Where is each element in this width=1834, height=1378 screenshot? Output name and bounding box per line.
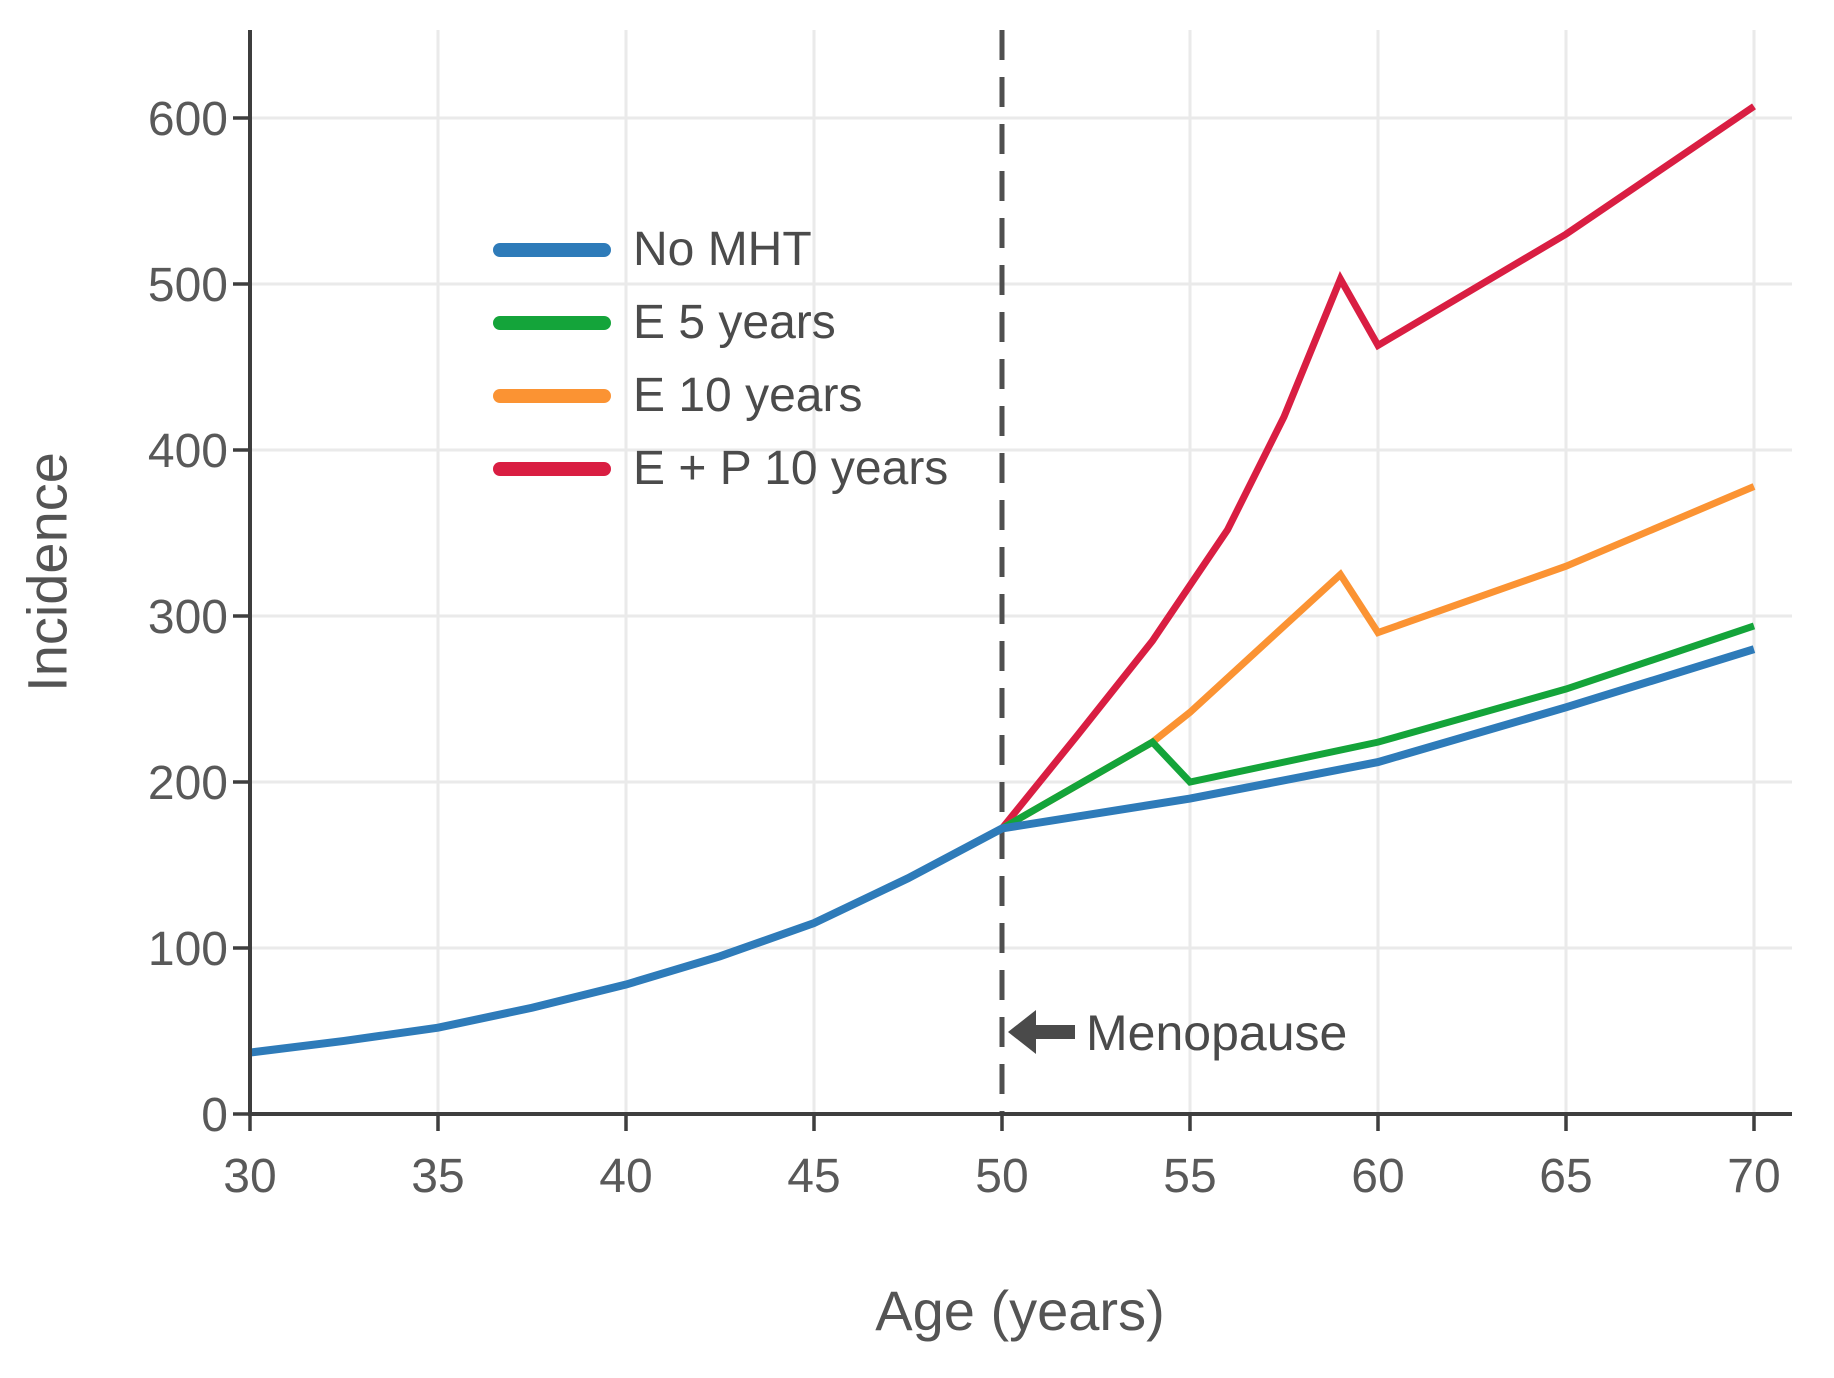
x-tick-label: 30 bbox=[223, 1150, 276, 1203]
y-axis-title: Incidence bbox=[15, 452, 79, 692]
x-tick-label: 70 bbox=[1727, 1150, 1780, 1203]
y-tick-label: 100 bbox=[148, 923, 228, 976]
legend-swatch-e-10-years bbox=[493, 388, 611, 403]
legend-label-e-p-10-years: E + P 10 years bbox=[633, 442, 949, 495]
y-tick-label: 200 bbox=[148, 757, 228, 810]
legend-item-no-mht: No MHT bbox=[493, 213, 948, 286]
x-tick-label: 60 bbox=[1351, 1150, 1404, 1203]
legend-label-e-5-years: E 5 years bbox=[633, 296, 836, 349]
y-tick-label: 400 bbox=[148, 425, 228, 478]
legend-label-e-10-years: E 10 years bbox=[633, 369, 863, 422]
x-tick-label: 65 bbox=[1539, 1150, 1592, 1203]
legend-swatch-e-5-years bbox=[493, 315, 611, 330]
legend-swatch-e-p-10-years bbox=[493, 461, 611, 476]
series-line-no-mht bbox=[249, 645, 1756, 1057]
y-tick-label: 600 bbox=[148, 93, 228, 146]
x-axis-title: Age (years) bbox=[875, 1279, 1165, 1342]
x-tick-label: 45 bbox=[787, 1150, 840, 1203]
series-line-e-p-10-years bbox=[999, 103, 1756, 831]
x-tick-label: 40 bbox=[599, 1150, 652, 1203]
series-line-e-5-years bbox=[1000, 622, 1756, 832]
y-tick-label: 0 bbox=[201, 1089, 228, 1142]
menopause-annotation-label: Menopause bbox=[1086, 1005, 1348, 1061]
legend-swatch-no-mht bbox=[493, 242, 611, 257]
x-tick-label: 50 bbox=[975, 1150, 1028, 1203]
menopause-arrow-shaft bbox=[1035, 1025, 1075, 1039]
legend-item-e-10-years: E 10 years bbox=[493, 359, 948, 432]
legend-item-e-5-years: E 5 years bbox=[493, 286, 948, 359]
y-tick-label: 500 bbox=[148, 259, 228, 312]
legend: No MHT E 5 years E 10 years E + P 10 yea… bbox=[493, 213, 948, 505]
x-tick-label: 35 bbox=[411, 1150, 464, 1203]
legend-item-e-p-10-years: E + P 10 years bbox=[493, 432, 948, 505]
legend-label-no-mht: No MHT bbox=[633, 223, 812, 276]
menopause-arrow-head bbox=[1008, 1010, 1036, 1054]
x-tick-label: 55 bbox=[1163, 1150, 1216, 1203]
y-tick-label: 300 bbox=[148, 591, 228, 644]
